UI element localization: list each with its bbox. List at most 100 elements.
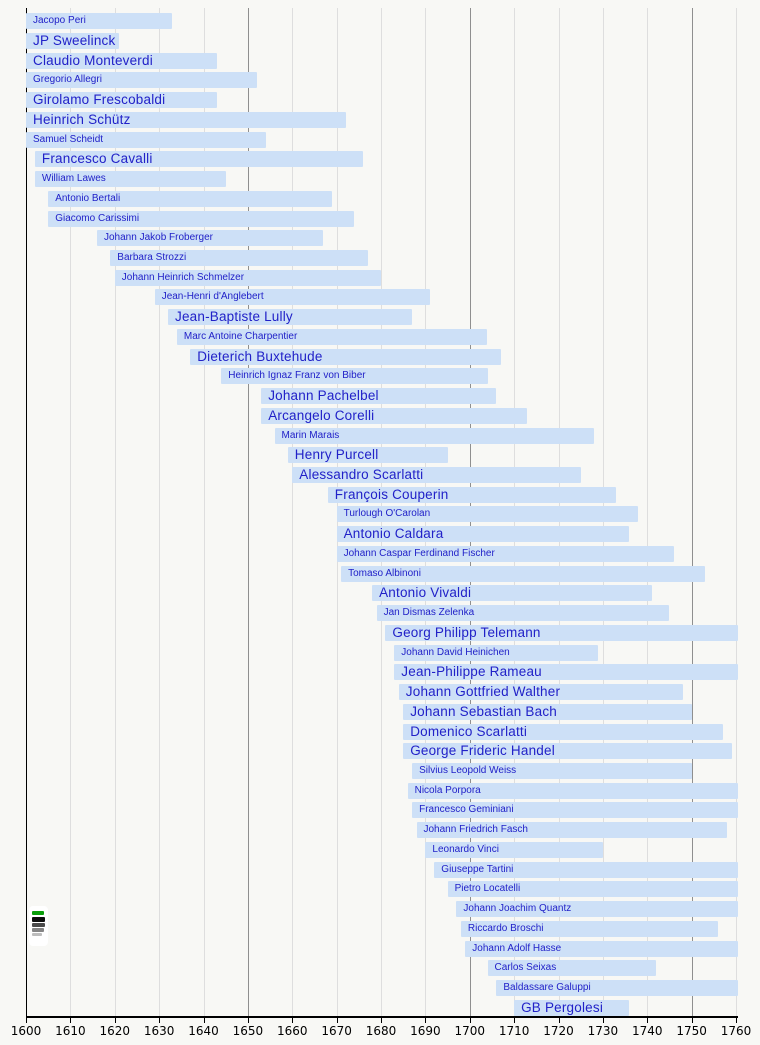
composer-name-link[interactable]: Claudio Monteverdi [33,52,153,68]
composer-name-link[interactable]: Pietro Locatelli [454,883,521,895]
composer-lifespan-bar[interactable]: Georg Philipp Telemann [385,624,738,641]
composer-name-link[interactable]: William Lawes [41,173,106,184]
composer-name-link[interactable]: Johann Sebastian Bach [410,703,557,719]
composer-lifespan-bar[interactable]: François Couperin [327,486,617,503]
composer-name-link[interactable]: Silvius Leopold Weiss [419,764,517,776]
composer-lifespan-bar[interactable]: Silvius Leopold Weiss [412,762,692,779]
composer-lifespan-bar[interactable]: Francesco Geminiani [412,802,738,819]
composer-name-link[interactable]: Riccardo Broschi [467,922,544,934]
composer-lifespan-bar[interactable]: Turlough O'Carolan [336,506,639,523]
composer-lifespan-bar[interactable]: Jean-Philippe Rameau [394,664,738,681]
composer-name-link[interactable]: GB Pergolesi [521,999,604,1015]
composer-name-link[interactable]: JP Sweelinck [33,32,116,48]
composer-name-link[interactable]: Domenico Scarlatti [410,723,528,739]
composer-name-link[interactable]: Johann Caspar Ferdinand Fischer [343,547,495,559]
composer-lifespan-bar[interactable]: Francesco Cavalli [34,151,364,168]
composer-name-link[interactable]: Turlough O'Carolan [343,508,431,520]
composer-name-link[interactable]: Francesco Cavalli [41,151,153,167]
composer-name-link[interactable]: Johann Adolf Hasse [472,942,562,954]
composer-lifespan-bar[interactable]: Johann Heinrich Schmelzer [114,269,382,286]
composer-name-link[interactable]: Heinrich Schütz [33,111,131,127]
composer-name-link[interactable]: Jan Dismas Zelenka [383,607,475,619]
composer-name-link[interactable]: Alessandro Scarlatti [299,467,424,482]
composer-name-link[interactable]: Francesco Geminiani [419,804,514,816]
composer-name-link[interactable]: Dieterich Buxtehude [197,348,323,364]
composer-lifespan-bar[interactable]: Samuel Scheidt [26,131,266,148]
composer-lifespan-bar[interactable]: Arcangelo Corelli [261,407,528,424]
composer-lifespan-bar[interactable]: Johann Jakob Froberger [97,230,324,247]
composer-name-link[interactable]: Jean-Baptiste Lully [175,309,293,325]
composer-name-link[interactable]: Heinrich Ignaz Franz von Biber [228,370,366,382]
composer-lifespan-bar[interactable]: Johann Pachelbel [261,388,497,405]
composer-name-link[interactable]: Johann Pachelbel [268,388,379,404]
composer-lifespan-bar[interactable]: Giuseppe Tartini [434,861,739,878]
composer-name-link[interactable]: Johann Jakob Froberger [104,232,213,244]
composer-name-link[interactable]: Johann Heinrich Schmelzer [121,271,245,283]
composer-name-link[interactable]: Tomaso Albinoni [348,567,421,579]
composer-name-link[interactable]: François Couperin [334,486,449,502]
composer-lifespan-bar[interactable]: Johann Sebastian Bach [403,703,692,720]
composer-lifespan-bar[interactable]: Antonio Bertali [48,190,333,207]
composer-name-link[interactable]: Johann Friedrich Fasch [423,824,529,836]
composer-name-link[interactable]: Antonio Caldara [343,526,444,542]
composer-lifespan-bar[interactable]: Alessandro Scarlatti [292,467,581,483]
composer-lifespan-bar[interactable]: Girolamo Frescobaldi [26,92,217,109]
composer-name-link[interactable]: Nicola Porpora [414,784,481,796]
composer-name-link[interactable]: Baldassare Galuppi [503,982,591,993]
composer-name-link[interactable]: Johann David Heinichen [401,646,510,658]
composer-lifespan-bar[interactable]: Johann Gottfried Walther [398,684,683,700]
composer-lifespan-bar[interactable]: Johann Friedrich Fasch [416,822,728,839]
composer-name-link[interactable]: Jacopo Peri [33,15,86,27]
composer-name-link[interactable]: Jean-Henri d'Anglebert [161,291,264,303]
composer-lifespan-bar[interactable]: JP Sweelinck [26,32,120,49]
composer-name-link[interactable]: Jean-Philippe Rameau [401,664,542,680]
composer-lifespan-bar[interactable]: Antonio Vivaldi [372,585,652,602]
composer-lifespan-bar[interactable]: Marin Marais [274,427,594,444]
composer-name-link[interactable]: Antonio Bertali [55,192,121,204]
composer-lifespan-bar[interactable]: Leonardo Vinci [425,841,603,858]
composer-name-link[interactable]: Leonardo Vinci [432,843,499,855]
composer-name-link[interactable]: George Frideric Handel [410,743,555,759]
composer-lifespan-bar[interactable]: Johann Joachim Quantz [456,901,738,918]
composer-lifespan-bar[interactable]: Giacomo Carissimi [48,210,355,227]
composer-lifespan-bar[interactable]: GB Pergolesi [514,999,630,1016]
composer-name-link[interactable]: Girolamo Frescobaldi [33,92,166,108]
composer-lifespan-bar[interactable]: Jean-Baptiste Lully [168,309,413,326]
composer-lifespan-bar[interactable]: Domenico Scarlatti [403,723,723,740]
composer-lifespan-bar[interactable]: Johann Adolf Hasse [465,940,738,957]
composer-lifespan-bar[interactable]: Baldassare Galuppi [496,980,738,996]
composer-lifespan-bar[interactable]: Gregorio Allegri [26,72,257,89]
composer-name-link[interactable]: Marin Marais [281,429,340,441]
composer-lifespan-bar[interactable]: Johann Caspar Ferdinand Fischer [336,545,674,562]
easytimeline-icon[interactable] [29,906,48,946]
composer-lifespan-bar[interactable]: Heinrich Schütz [26,111,346,128]
composer-lifespan-bar[interactable]: William Lawes [34,171,226,187]
composer-name-link[interactable]: Gregorio Allegri [33,74,102,86]
composer-name-link[interactable]: Carlos Seixas [494,962,557,974]
composer-lifespan-bar[interactable]: Jacopo Peri [26,13,173,30]
composer-lifespan-bar[interactable]: Nicola Porpora [407,782,738,799]
composer-name-link[interactable]: Giuseppe Tartini [441,863,514,875]
composer-lifespan-bar[interactable]: Riccardo Broschi [460,920,719,937]
composer-lifespan-bar[interactable]: Henry Purcell [287,447,448,464]
composer-lifespan-bar[interactable]: Pietro Locatelli [447,881,738,898]
composer-name-link[interactable]: Giacomo Carissimi [55,212,140,224]
composer-lifespan-bar[interactable]: Jean-Henri d'Anglebert [154,289,430,306]
composer-lifespan-bar[interactable]: Heinrich Ignaz Franz von Biber [221,368,488,385]
composer-lifespan-bar[interactable]: Tomaso Albinoni [341,565,705,582]
composer-name-link[interactable]: Antonio Vivaldi [379,585,472,601]
composer-lifespan-bar[interactable]: Jan Dismas Zelenka [376,605,670,622]
composer-lifespan-bar[interactable]: Antonio Caldara [336,526,630,543]
composer-name-link[interactable]: Johann Joachim Quantz [463,903,572,915]
composer-lifespan-bar[interactable]: George Frideric Handel [403,743,732,760]
composer-lifespan-bar[interactable]: Dieterich Buxtehude [190,348,501,365]
composer-name-link[interactable]: Marc Antoine Charpentier [183,330,298,342]
composer-name-link[interactable]: Samuel Scheidt [33,133,104,145]
composer-name-link[interactable]: Arcangelo Corelli [268,407,375,423]
composer-name-link[interactable]: Georg Philipp Telemann [392,624,541,640]
composer-lifespan-bar[interactable]: Marc Antoine Charpentier [176,328,488,345]
composer-name-link[interactable]: Henry Purcell [294,447,379,463]
composer-name-link[interactable]: Johann Gottfried Walther [405,684,561,699]
composer-lifespan-bar[interactable]: Johann David Heinichen [394,644,599,661]
composer-lifespan-bar[interactable]: Barbara Strozzi [110,250,368,266]
